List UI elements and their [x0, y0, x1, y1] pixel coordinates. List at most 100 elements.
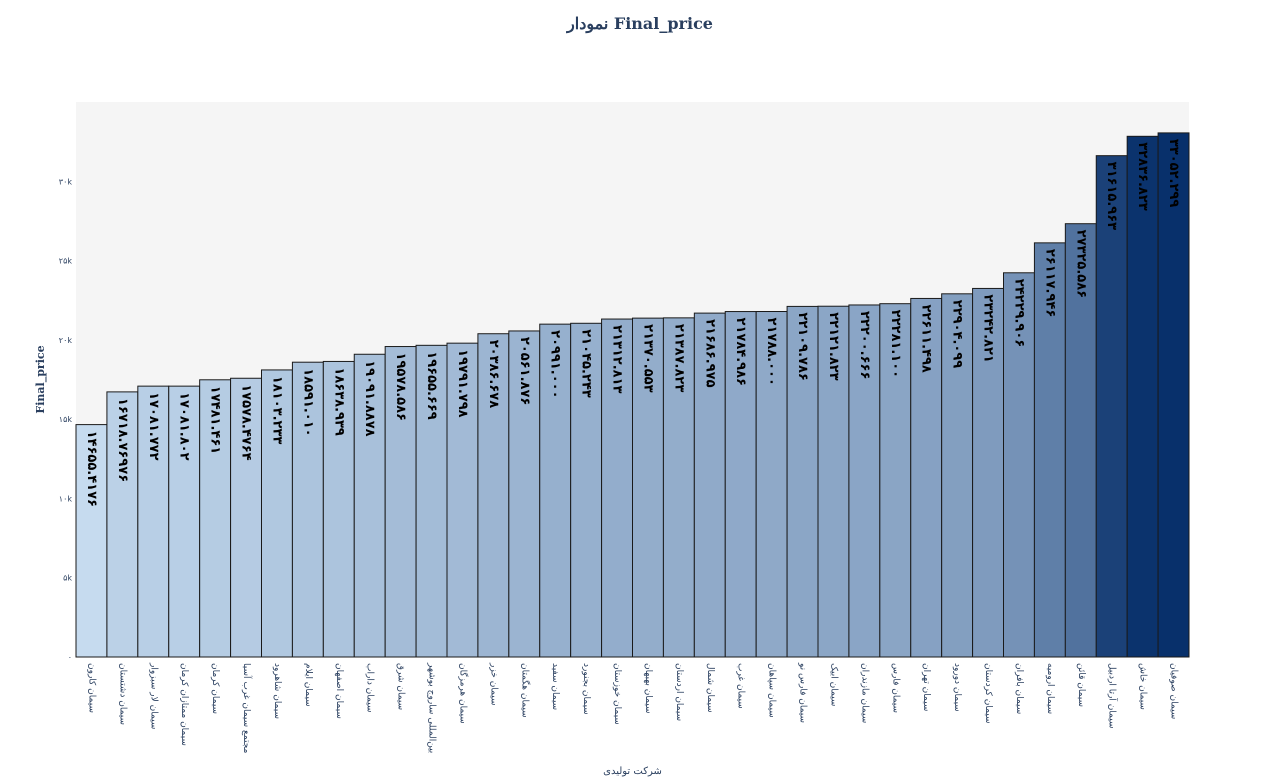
bar [384, 346, 417, 658]
bar [632, 317, 664, 658]
bar-value-label: ۲۰۹۹۱.۰۰۰ [548, 330, 563, 398]
bar [75, 424, 108, 658]
bar-value-label: ۲۶۱۱۷.۹۴۶ [1042, 249, 1057, 317]
bar-value-label: ۲۱۷۸۴.۹۸۶ [733, 318, 748, 386]
bar-value-label: ۲۲۲۰۰.۶۶۶ [857, 311, 872, 379]
x-tick-label: سیمان ممتازان کرمان [179, 663, 189, 746]
bar-value-label: ۲۲۹۰۴.۰۹۹ [950, 300, 965, 368]
bar [322, 360, 355, 658]
x-tick-label: سیمان فارس نو [798, 662, 808, 723]
bar [137, 385, 170, 658]
bar [261, 369, 293, 658]
x-tick-label: سیمان خوزستان [612, 663, 622, 725]
bar-value-label: ۲۱۶۸۶.۹۷۵ [702, 319, 717, 387]
x-tick-label: سیمان لار سبزوار [148, 662, 158, 729]
x-tick-label: سیمان کارون [86, 663, 96, 713]
x-tick-label: سیمان ایلام [303, 663, 313, 707]
x-tick-label: سیمان خاش [1138, 663, 1148, 710]
bar [972, 287, 1004, 658]
bar-value-label: ۲۰۵۶۱.۸۷۶ [517, 337, 532, 405]
x-tick-label: سیمان خزر [488, 662, 498, 706]
x-tick-label: سیمان کردستان [983, 663, 993, 724]
bar-value-label: ۱۸۶۳۸.۹۳۹ [331, 367, 346, 435]
x-tick-label: سیمان شاهرود [272, 663, 282, 719]
bar [662, 317, 695, 658]
bar [817, 305, 850, 658]
y-tick-label: ۲۵k [59, 257, 73, 266]
bar [106, 391, 139, 658]
bar-value-label: ۲۱۰۴۵.۲۴۳ [579, 329, 594, 397]
x-tick-label: سیمان صوفیان [1169, 663, 1179, 719]
x-tick-label: مجتمع سیمان غرب آسیا [241, 663, 253, 754]
bar [755, 311, 788, 658]
bar-value-label: ۲۲۶۱۱.۴۹۸ [919, 304, 934, 372]
x-tick-label: سیمان داراب [365, 663, 375, 713]
x-tick-label: سیمان تهران [921, 663, 931, 711]
x-tick-label: سیمان اصفهان [334, 663, 344, 719]
bar [291, 361, 324, 658]
bar-value-label: ۳۲۸۳۶.۸۲۳ [1135, 142, 1150, 210]
y-tick-label: ۱۵k [59, 415, 73, 424]
bar-value-label: ۲۱۳۱۲.۸۱۳ [610, 325, 625, 393]
bar [941, 293, 974, 658]
bar [446, 342, 479, 658]
bar-value-label: ۲۲۱۰۹.۷۸۶ [795, 312, 810, 380]
bar [230, 377, 262, 658]
x-tick-label: سیمان هرمزگان [457, 663, 469, 724]
bar-value-label: ۱۷۰۸۱.۸۰۲ [177, 392, 192, 460]
bar-value-label: ۱۹۰۹۱.۸۸۷۸ [362, 360, 377, 436]
bar-value-label: ۲۳۲۴۲.۸۲۱ [981, 294, 996, 362]
bar [848, 304, 881, 658]
y-axis-title: Final_price [34, 345, 48, 413]
bar [1033, 242, 1066, 658]
x-tick-label: سیمان ابیک [828, 663, 838, 706]
x-tick-label: سیمان اردستان [674, 663, 684, 721]
bar [693, 312, 726, 658]
bar [539, 323, 572, 658]
bar-value-label: ۱۷۰۸۱.۷۷۲ [146, 392, 161, 460]
bar-value-label: ۱۷۵۷۸.۴۷۶۴ [239, 384, 254, 460]
x-tick-label: بین‌المللی ساروج بوشهر [427, 662, 437, 753]
bar [724, 311, 757, 658]
bar [353, 353, 386, 658]
bars-group [75, 132, 1190, 658]
x-tick-label: سیمان سپاهان [767, 663, 777, 718]
bar-value-label: ۱۷۴۸۱.۴۶۱ [208, 386, 223, 454]
x-tick-label: سیمان غرب [736, 663, 746, 709]
x-tick-label: سیمان بجنورد [581, 663, 591, 715]
bar-value-label: ۲۷۳۲۵.۵۸۶ [1073, 230, 1088, 298]
bar-value-label: ۱۹۵۷۸.۵۸۶ [393, 353, 408, 421]
bar-value-label: ۲۲۱۲۱.۸۲۳ [826, 312, 841, 380]
bar [1126, 135, 1159, 658]
x-tick-label: سیمان مازندران [859, 663, 869, 723]
bar [1003, 272, 1035, 658]
bar-value-label: ۱۸۵۹۱.۰۱۰ [300, 368, 315, 436]
y-tick-label: ۰ [68, 653, 72, 662]
x-tick-label: سیمان بهبهان [643, 663, 653, 714]
bar [508, 330, 541, 658]
bar-value-label: ۲۴۲۲۹.۹۰۶ [1011, 279, 1026, 347]
x-tick-label: سیمان کرمان [210, 663, 220, 714]
bar-value-label: ۲۱۷۸۸.۰۰۰ [764, 318, 779, 386]
bar-value-label: ۳۱۶۱۵.۹۶۳ [1104, 162, 1119, 230]
bar-value-label: ۲۰۳۸۶.۶۷۸ [486, 340, 501, 408]
bar-value-label: ۱۶۷۱۸.۷۶۹۷۶ [115, 398, 130, 482]
chart-title: نمودار Final_price [567, 14, 713, 33]
bar [415, 344, 448, 658]
bar-value-label: ۳۳۰۵۲.۲۹۹ [1166, 139, 1181, 207]
x-axis-title: شرکت تولیدی [603, 766, 662, 777]
x-tick-label: سیمان بافران [1014, 663, 1024, 714]
y-axis: ۰ ۵k ۱۰k ۱۵k ۲۰k ۲۵k ۳۰k [59, 177, 73, 662]
y-tick-label: ۳۰k [59, 177, 73, 186]
bar [1157, 132, 1190, 658]
bar-value-label: ۲۱۳۸۷.۸۲۳ [671, 324, 686, 392]
bar-value-label: ۱۸۱۰۳.۲۳۳ [269, 376, 284, 444]
bar-value-label: ۲۲۲۸۱.۱۰۰ [888, 310, 903, 378]
x-tick-label: سیمان دورود [952, 663, 962, 712]
x-tick-label: سیمان دشتستان [117, 663, 127, 725]
x-tick-label: سیمان هگمتان [519, 663, 531, 718]
bar [199, 379, 232, 658]
bar-labels-group: ۱۴۶۵۵.۴۱۷۶ ۱۶۷۱۸.۷۶۹۷۶ ۱۷۰۸۱.۷۷۲ ۱۷۰۸۱.۸۰۲ ۱… [84, 139, 1181, 507]
y-tick-label: ۵k [63, 574, 72, 583]
